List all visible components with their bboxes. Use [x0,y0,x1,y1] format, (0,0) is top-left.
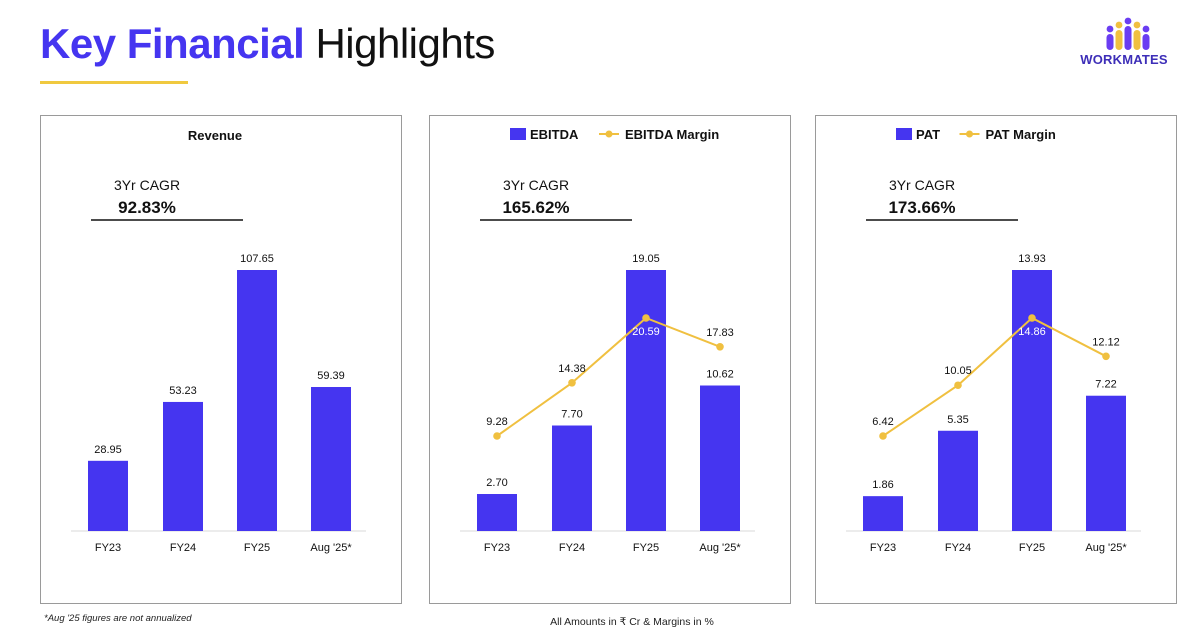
x-tick-label: FY25 [244,542,270,554]
cagr-value: 165.62% [502,198,569,217]
pat-chart-panel: 3Yr CAGR 173.66% PAT PAT Margin FY23 FY24 FY25… [815,115,1177,604]
bar-value-label: 10.62 [706,368,734,380]
legend-line-label: PAT Margin [986,127,1056,142]
x-tick-label: Aug '25* [1085,542,1127,554]
cagr-value: 92.83% [118,198,176,217]
x-tick-label: FY23 [484,542,510,554]
bar [477,494,517,531]
bar [626,270,666,531]
margin-line [496,316,721,437]
x-tick-label: Aug '25* [699,542,741,554]
ebitda-chart: 3Yr CAGR 165.62% EBITDA EBITDA Margin FY23 FY… [460,127,755,554]
ebitda-chart-panel: 3Yr CAGR 165.62% EBITDA EBITDA Margin FY23 FY… [429,115,791,604]
x-tick-label: FY25 [633,542,659,554]
footnote: *Aug '25 figures are not annualized [44,613,192,624]
page-title: Key Financial Highlights [40,20,495,68]
title-accent: Key Financial [40,20,305,67]
margin-point [568,378,576,387]
margin-label: 10.05 [944,365,972,377]
bar [1086,395,1126,531]
margin-label: 6.42 [872,416,893,428]
title-rest: Highlights [315,20,495,67]
cagr-label: 3Yr CAGR [889,177,955,193]
bar [311,387,351,531]
bar-value-label: 13.93 [1018,253,1046,265]
logo-text: WORKMATES [1080,52,1168,67]
x-tick-label: FY25 [1019,542,1045,554]
legend-bar-swatch [896,128,912,140]
bar-value-label: 59.39 [317,370,345,382]
x-tick-label: FY23 [870,542,896,554]
bar [163,401,203,531]
cagr-label: 3Yr CAGR [114,177,180,193]
bar [863,496,903,531]
bar-value-label: 1.86 [872,479,893,491]
legend-bar-label: PAT [916,127,940,142]
x-tick-label: Aug '25* [310,542,352,554]
margin-point [642,314,650,322]
legend-line-marker [605,130,613,138]
legend-bar-swatch [510,128,526,140]
x-tick-label: FY23 [95,542,121,554]
bar [700,385,740,531]
bar-value-label: 5.35 [947,414,968,426]
margin-point [879,432,887,440]
margin-label: 9.28 [486,416,507,428]
workmates-logo-icon [1106,17,1150,50]
units-note: All Amounts in ₹ Cr & Margins in % [550,616,714,628]
revenue-chart-panel: 3Yr CAGR 92.83% Revenue FY23 FY24 FY25 Aug '25… [40,115,402,604]
legend-line-marker [966,130,973,138]
bar-value-label: 53.23 [169,385,197,397]
bar-value-label: 7.22 [1095,379,1116,391]
margin-label: 14.38 [558,363,586,375]
bar [938,430,978,531]
bar-value-label: 7.70 [561,409,582,421]
chart-title: Revenue [188,128,242,143]
bar-value-label: 19.05 [632,253,660,265]
revenue-chart: 3Yr CAGR 92.83% Revenue FY23 FY24 FY25 Aug '25… [71,128,366,554]
title-underline [40,81,188,84]
margin-point [954,381,962,390]
margin-point [1102,352,1110,361]
margin-label: 14.86 [1018,326,1046,338]
margin-point [493,432,501,440]
x-tick-label: FY24 [559,542,585,554]
margin-point [1028,314,1036,322]
x-tick-label: FY24 [945,542,971,554]
bar-value-label: 107.65 [240,253,274,265]
bar-value-label: 2.70 [486,477,507,489]
cagr-label: 3Yr CAGR [503,177,569,193]
bar [1012,270,1052,531]
bar [237,270,277,531]
cagr-value: 173.66% [888,198,955,217]
x-tick-label: FY24 [170,542,196,554]
margin-label: 20.59 [632,326,660,338]
bar [552,425,592,531]
margin-label: 17.83 [706,327,734,339]
bar-value-label: 28.95 [94,444,122,456]
legend-bar-label: EBITDA [530,127,579,142]
bar [88,460,128,531]
margin-line [882,316,1107,437]
margin-point [716,342,724,351]
pat-chart: 3Yr CAGR 173.66% PAT PAT Margin FY23 FY24 FY25… [846,127,1141,554]
margin-label: 12.12 [1092,336,1120,348]
legend-line-label: EBITDA Margin [625,127,719,142]
